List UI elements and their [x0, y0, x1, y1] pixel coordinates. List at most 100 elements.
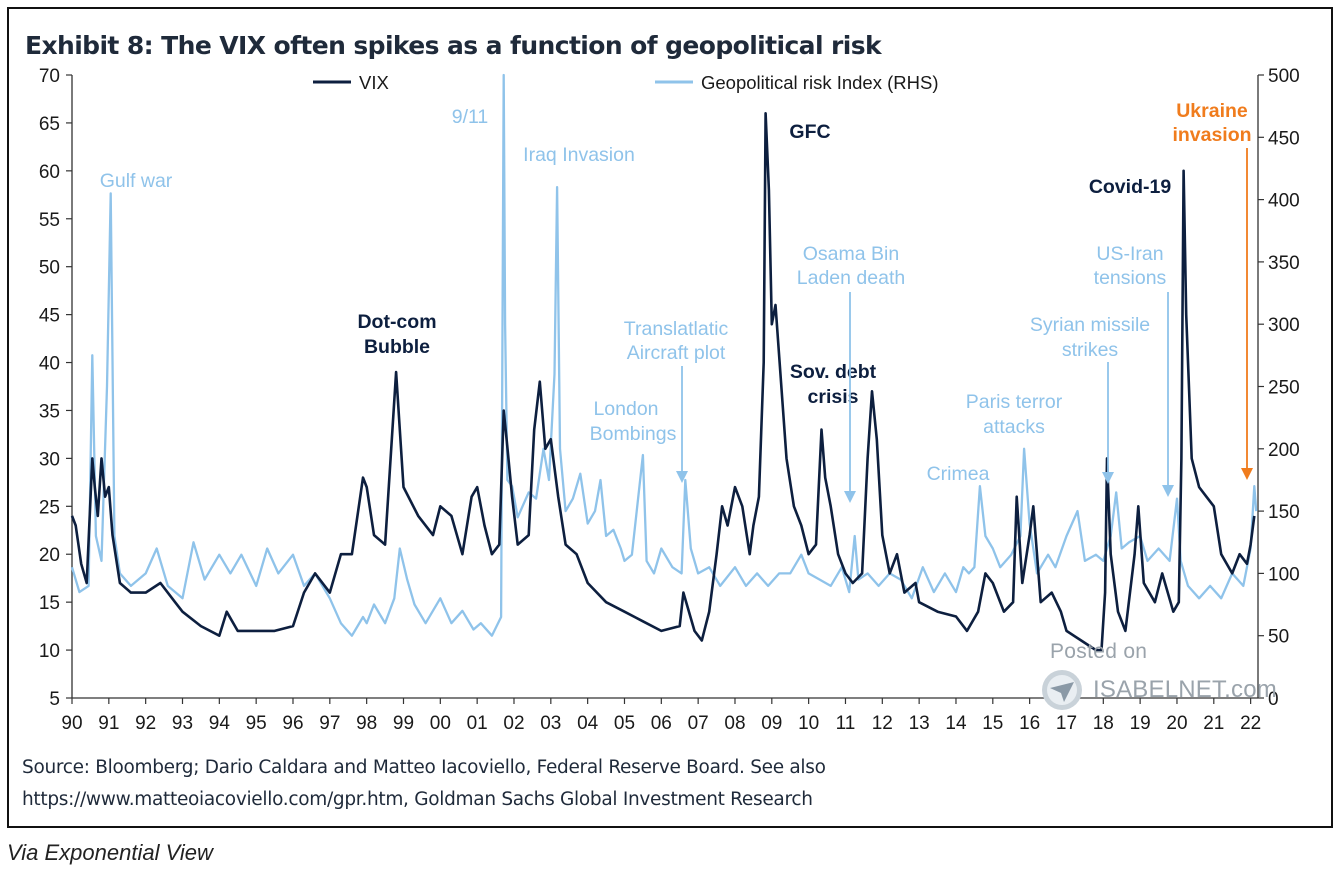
left-tick-label: 40	[39, 354, 60, 375]
x-tick-label: 20	[1166, 713, 1187, 734]
annotation-label: tensions	[1094, 267, 1167, 289]
annotations: Gulf war Dot-com Bubble 9/11 Iraq Invasion Lo…	[100, 100, 1253, 503]
chart-frame: Exhibit 8: The VIX often spikes as a fun…	[7, 7, 1333, 828]
annotation-label: Iraq Invasion	[523, 144, 635, 166]
annotation-label: Aircraft plot	[627, 342, 726, 364]
x-tick-label: 05	[614, 713, 635, 734]
arrow-us-iran-head	[1162, 485, 1174, 497]
x-tick-label: 19	[1130, 713, 1151, 734]
right-tick-label: 500	[1268, 66, 1300, 87]
left-tick-label: 60	[39, 162, 60, 183]
x-tick-label: 00	[430, 713, 451, 734]
annotation-label: Sov. debt	[790, 361, 877, 383]
x-tick-label: 94	[209, 713, 231, 734]
x-tick-label: 07	[688, 713, 709, 734]
x-tick-label: 14	[945, 713, 967, 734]
annotation-label: Dot-com	[357, 311, 436, 333]
arrow-ukraine-head	[1241, 468, 1253, 480]
annotation-label: crisis	[808, 386, 859, 408]
annotation-label: London	[593, 398, 658, 420]
annotation-label: Paris terror	[966, 391, 1063, 413]
series-lines	[70, 73, 1258, 652]
x-tick-label: 21	[1203, 713, 1224, 734]
right-tick-label: 350	[1268, 253, 1300, 274]
annotation-label: Bombings	[590, 423, 677, 445]
x-tick-label: 91	[98, 713, 119, 734]
annotation-label: Syrian missile	[1030, 314, 1150, 336]
left-tick-label: 15	[39, 593, 60, 614]
x-tick-label: 22	[1240, 713, 1261, 734]
left-tick-label: 45	[39, 306, 60, 327]
watermark: Posted on ISABELNET.com	[1038, 640, 1288, 710]
annotation-label: Crimea	[927, 463, 990, 485]
left-tick-label: 65	[39, 114, 60, 135]
x-tick-label: 10	[798, 713, 819, 734]
annotation-label: GFC	[789, 121, 830, 143]
source-note: Source: Bloomberg; Dario Caldara and Mat…	[22, 752, 826, 816]
right-tick-label: 200	[1268, 440, 1300, 461]
left-tick-label: 50	[39, 258, 60, 279]
x-tick-label: 01	[467, 713, 488, 734]
x-tick-label: 03	[540, 713, 561, 734]
annotation-label: strikes	[1062, 339, 1119, 361]
left-tick-label: 70	[39, 66, 60, 87]
left-tick-label: 35	[39, 401, 60, 422]
x-tick-label: 90	[61, 713, 82, 734]
left-tick-label: 25	[39, 497, 60, 518]
watermark-site-name: ISABELNET.com	[1093, 676, 1277, 703]
right-tick-label: 300	[1268, 315, 1300, 336]
x-tick-label: 12	[872, 713, 893, 734]
right-tick-label: 150	[1268, 502, 1300, 523]
left-tick-label: 30	[39, 449, 60, 470]
x-tick-label: 98	[356, 713, 377, 734]
right-tick-label: 0	[1268, 689, 1279, 710]
via-credit: Via Exponential View	[7, 840, 213, 865]
x-tick-label: 92	[135, 713, 156, 734]
annotation-label: Ukraine	[1176, 100, 1248, 122]
arrow-osama-bin-laden-head	[844, 491, 856, 503]
x-tick-label: 97	[319, 713, 340, 734]
watermark-posted-on: Posted on	[1050, 640, 1148, 663]
annotation-label: Bubble	[364, 336, 430, 358]
gpr-series-line	[70, 73, 1258, 637]
left-tick-label: 20	[39, 545, 60, 566]
annotation-label: Gulf war	[100, 170, 173, 192]
x-tick-label: 96	[282, 713, 303, 734]
x-tick-label: 95	[246, 713, 267, 734]
right-tick-label: 450	[1268, 128, 1300, 149]
legend: VIX Geopolitical risk Index (RHS)	[313, 72, 939, 93]
x-tick-label: 08	[724, 713, 745, 734]
axes: 5101520253035404550556065700501001502002…	[39, 66, 1300, 734]
right-tick-label: 50	[1268, 627, 1289, 648]
right-tick-label: 250	[1268, 378, 1300, 399]
annotation-label: Laden death	[797, 267, 905, 289]
legend-label-gpr: Geopolitical risk Index (RHS)	[701, 72, 939, 93]
x-tick-label: 13	[909, 713, 930, 734]
x-tick-label: 18	[1093, 713, 1114, 734]
annotation-label: 9/11	[452, 106, 489, 128]
legend-label-vix: VIX	[359, 72, 389, 93]
arrow-syrian-strikes-head	[1102, 472, 1114, 484]
x-tick-label: 11	[836, 713, 856, 734]
annotation-label: Covid-19	[1089, 176, 1172, 198]
isabelnet-logo-icon	[1042, 670, 1082, 710]
arrow-aircraft-plot-head	[676, 471, 688, 483]
left-tick-label: 10	[39, 641, 60, 662]
x-tick-label: 16	[1019, 713, 1040, 734]
right-tick-label: 100	[1268, 564, 1300, 585]
x-tick-label: 99	[393, 713, 414, 734]
annotation-label: Translatlatic	[624, 318, 729, 340]
x-tick-label: 04	[577, 713, 599, 734]
source-line-1: Source: Bloomberg; Dario Caldara and Mat…	[22, 757, 826, 778]
x-tick-label: 09	[761, 713, 782, 734]
source-line-2: https://www.matteoiacoviello.com/gpr.htm…	[22, 789, 813, 810]
x-tick-label: 93	[172, 713, 193, 734]
annotation-label: invasion	[1172, 124, 1251, 146]
vix-series-line	[70, 112, 1256, 652]
x-tick-label: 15	[982, 713, 1003, 734]
annotation-label: Osama Bin	[803, 243, 899, 265]
left-tick-label: 55	[39, 210, 60, 231]
annotation-label: attacks	[983, 416, 1045, 438]
left-tick-label: 5	[49, 689, 60, 710]
